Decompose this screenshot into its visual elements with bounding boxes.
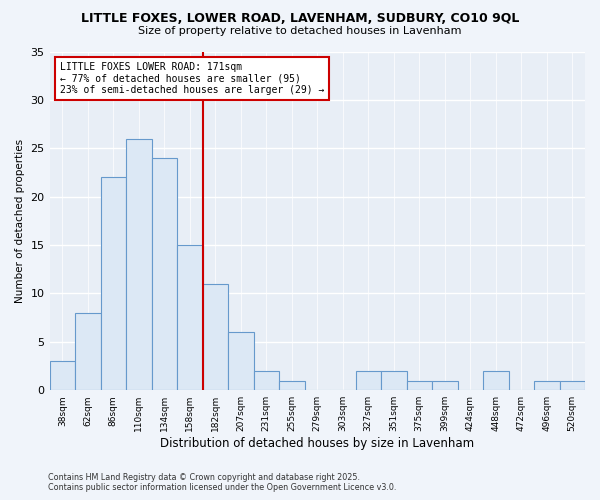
Text: Size of property relative to detached houses in Lavenham: Size of property relative to detached ho… xyxy=(138,26,462,36)
Bar xyxy=(254,371,279,390)
Bar xyxy=(228,332,254,390)
Y-axis label: Number of detached properties: Number of detached properties xyxy=(15,139,25,303)
Bar xyxy=(50,361,75,390)
Bar xyxy=(432,380,458,390)
Bar xyxy=(407,380,432,390)
Bar xyxy=(381,371,407,390)
Bar xyxy=(75,313,101,390)
Bar xyxy=(203,284,228,390)
Text: Contains public sector information licensed under the Open Government Licence v3: Contains public sector information licen… xyxy=(48,484,397,492)
Text: LITTLE FOXES, LOWER ROAD, LAVENHAM, SUDBURY, CO10 9QL: LITTLE FOXES, LOWER ROAD, LAVENHAM, SUDB… xyxy=(81,12,519,26)
X-axis label: Distribution of detached houses by size in Lavenham: Distribution of detached houses by size … xyxy=(160,437,475,450)
Bar xyxy=(126,138,152,390)
Bar xyxy=(560,380,585,390)
Bar xyxy=(534,380,560,390)
Text: Contains HM Land Registry data © Crown copyright and database right 2025.: Contains HM Land Registry data © Crown c… xyxy=(48,474,360,482)
Bar xyxy=(177,245,203,390)
Bar xyxy=(279,380,305,390)
Bar xyxy=(483,371,509,390)
Bar xyxy=(101,178,126,390)
Bar xyxy=(152,158,177,390)
Bar xyxy=(356,371,381,390)
Text: LITTLE FOXES LOWER ROAD: 171sqm
← 77% of detached houses are smaller (95)
23% of: LITTLE FOXES LOWER ROAD: 171sqm ← 77% of… xyxy=(60,62,325,95)
